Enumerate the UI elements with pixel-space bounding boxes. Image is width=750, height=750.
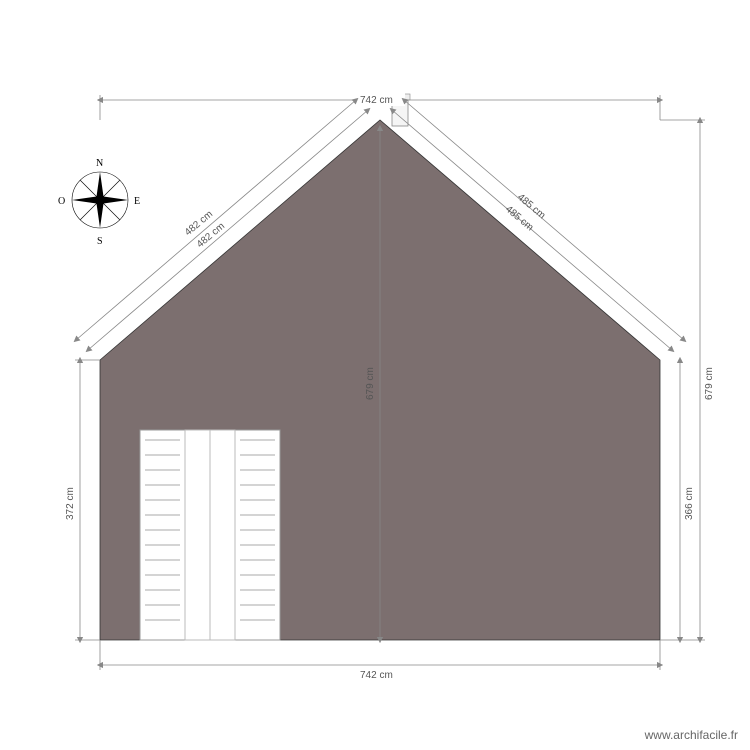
dim-right-wall-label: 366 cm <box>684 487 695 520</box>
dim-right-full-label: 679 cm <box>704 367 715 400</box>
dim-left-wall: 372 cm <box>65 360 100 640</box>
dim-top-width-label: 742 cm <box>360 95 393 106</box>
dim-bottom-width: 742 cm <box>100 640 660 681</box>
watermark: www.archifacile.fr <box>645 728 738 742</box>
dim-top-width: 742 cm <box>100 92 660 120</box>
elevation-svg: 742 cm 742 cm 482 cm 482 cm 485 cm 485 c… <box>0 0 750 750</box>
drawing-canvas: 742 cm 742 cm 482 cm 482 cm 485 cm 485 c… <box>0 0 750 750</box>
dim-right-wall: 366 cm <box>680 360 695 640</box>
dim-right-full-height: 679 cm <box>660 120 715 640</box>
compass-s: S <box>97 236 103 247</box>
compass-rose: N S E O <box>58 158 140 247</box>
compass-n: N <box>96 158 103 169</box>
door-assembly <box>140 430 280 640</box>
dim-bottom-width-label: 742 cm <box>360 670 393 681</box>
compass-o: O <box>58 196 65 207</box>
dim-left-wall-label: 372 cm <box>65 487 76 520</box>
compass-e: E <box>134 196 140 207</box>
dim-center-height-label: 679 cm <box>365 367 376 400</box>
